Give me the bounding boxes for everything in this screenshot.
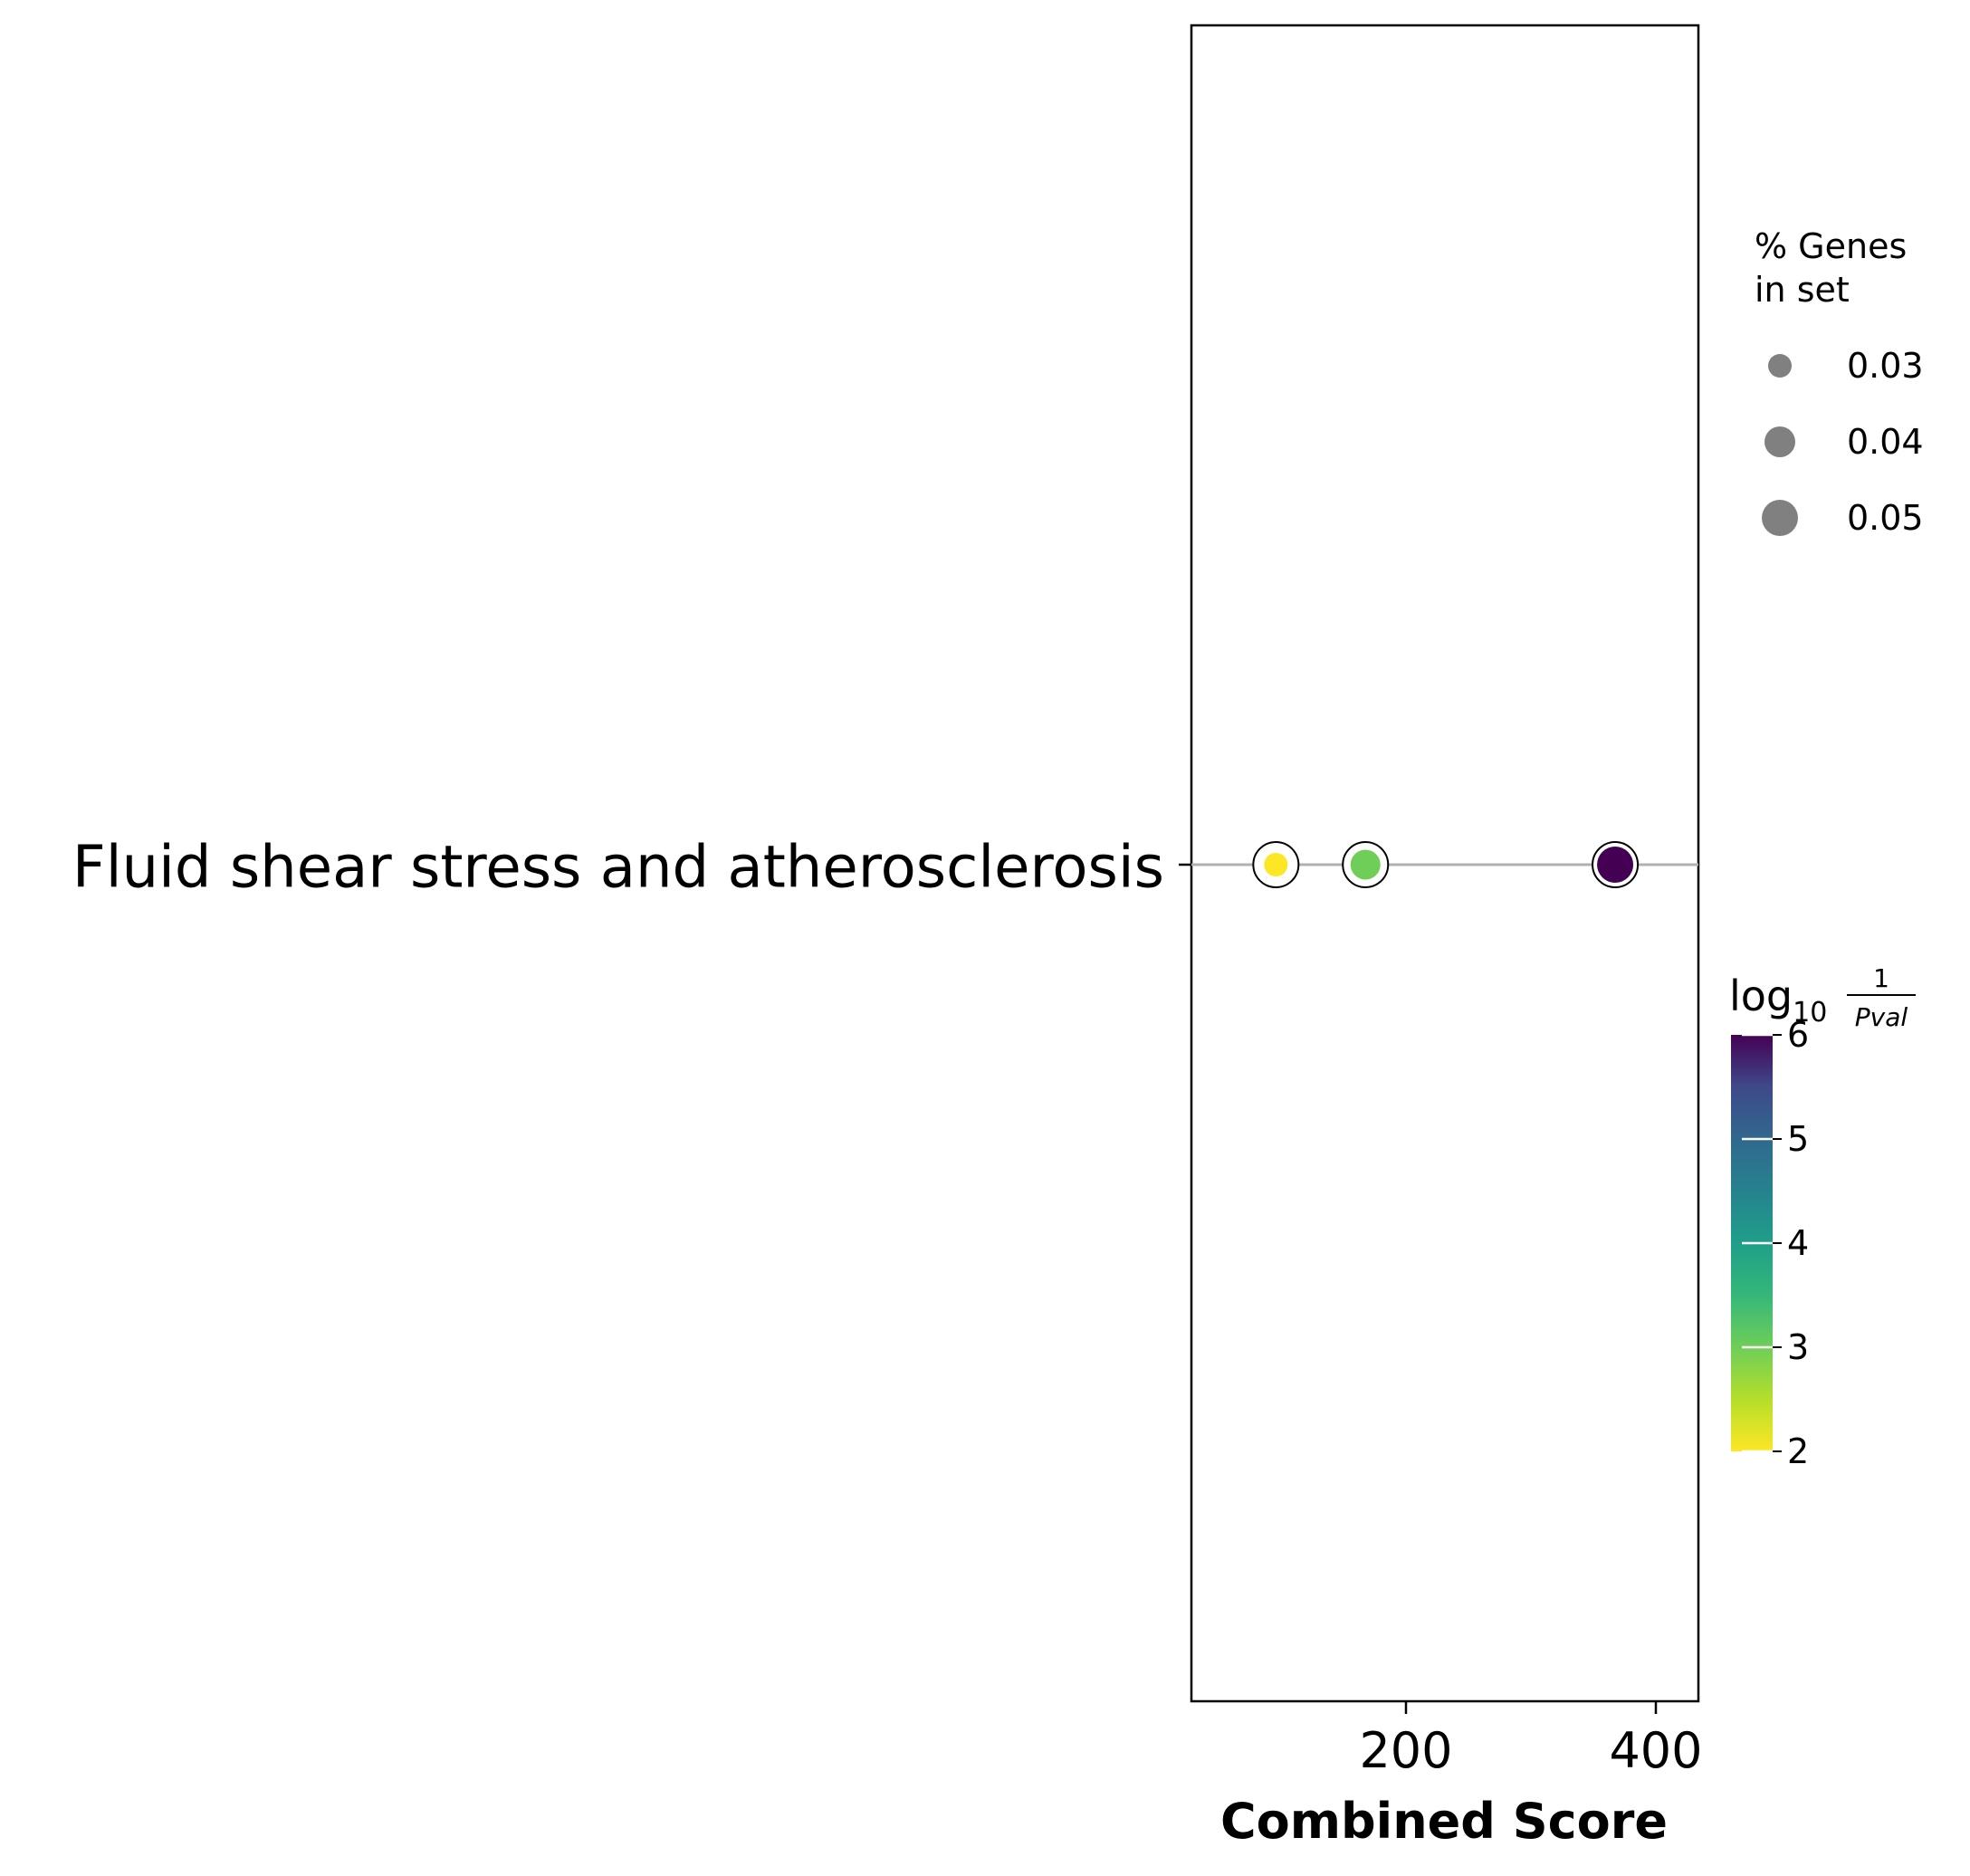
colorbar-title-numerator: 1 — [1873, 963, 1889, 993]
size-legend-label: 0.05 — [1847, 498, 1924, 538]
size-legend: % Genes in set 0.03 0.04 0.05 — [1755, 226, 1924, 538]
x-tick-400: 400 — [1609, 1701, 1703, 1779]
size-legend-title-line2: in set — [1755, 270, 1850, 310]
colorbar-title: log10 — [1729, 972, 1827, 1029]
x-axis-label: Combined Score — [1220, 1793, 1668, 1850]
data-points — [1252, 841, 1640, 888]
colorbar: log10 1 Pval 2 3 4 5 6 — [1729, 963, 1916, 1471]
size-legend-marker-large — [1762, 500, 1798, 536]
size-legend-marker-small — [1768, 354, 1792, 378]
data-point — [1597, 847, 1634, 883]
colorbar-ticks: 2 3 4 5 6 — [1742, 1015, 1809, 1471]
x-tick-200: 200 — [1359, 1701, 1453, 1779]
colorbar-title-denominator: Pval — [1855, 1002, 1908, 1032]
data-point — [1350, 849, 1381, 880]
colorbar-tick-label: 6 — [1787, 1015, 1809, 1055]
x-tick-label: 200 — [1359, 1722, 1452, 1779]
size-legend-label: 0.04 — [1847, 422, 1924, 462]
colorbar-tick-label: 5 — [1787, 1119, 1809, 1159]
data-point — [1264, 853, 1288, 876]
size-legend-label: 0.03 — [1847, 346, 1924, 386]
colorbar-tick-label: 4 — [1787, 1223, 1809, 1263]
size-legend-marker-medium — [1764, 426, 1795, 457]
size-legend-title-line1: % Genes — [1755, 226, 1907, 266]
y-tick-label: Fluid shear stress and atherosclerosis — [72, 835, 1164, 902]
colorbar-title-log: log — [1729, 972, 1793, 1020]
colorbar-tick-label: 3 — [1787, 1327, 1809, 1367]
x-tick-label: 400 — [1609, 1722, 1702, 1779]
colorbar-title-sub: 10 — [1793, 997, 1827, 1029]
colorbar-tick-label: 2 — [1787, 1431, 1809, 1471]
